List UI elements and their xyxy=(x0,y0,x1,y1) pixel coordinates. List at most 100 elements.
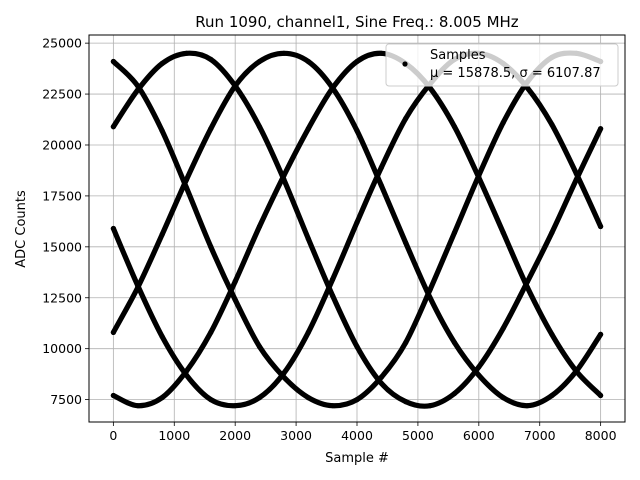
x-tick-label: 2000 xyxy=(219,428,251,443)
sample-point xyxy=(110,58,116,65)
ticks: 0 1000 2000 3000 4000 5000 6000 7000 8000 7500 100… xyxy=(42,36,616,443)
legend-stats: μ = 15878.5, σ = 6107.87 xyxy=(430,66,601,81)
sample-point xyxy=(281,50,287,56)
sample-point xyxy=(500,325,506,331)
sample-point xyxy=(281,370,287,376)
x-tick-label: 0 xyxy=(109,428,117,443)
sample-point xyxy=(256,58,263,65)
x-tick-label: 8000 xyxy=(585,428,617,443)
sample-point xyxy=(524,285,531,291)
sample-point xyxy=(524,85,531,91)
sample-point xyxy=(476,364,482,370)
sample-point xyxy=(256,344,263,350)
sample-point xyxy=(573,368,579,374)
sample-point xyxy=(183,50,190,56)
legend: Samples μ = 15878.5, σ = 6107.87 xyxy=(385,43,619,87)
sample-point xyxy=(305,236,311,242)
sample-point xyxy=(354,397,360,403)
sample-point xyxy=(110,392,116,399)
sample-point xyxy=(378,380,384,386)
sample-point xyxy=(500,395,506,401)
sample-point xyxy=(281,172,287,179)
sample-point xyxy=(232,278,238,285)
sample-point xyxy=(403,115,409,122)
sample-point xyxy=(598,223,604,230)
sample-point xyxy=(110,225,116,232)
sample-point xyxy=(427,295,433,301)
sample-point xyxy=(208,56,214,63)
x-axis-label: Sample # xyxy=(325,451,389,466)
y-tick-label: 25000 xyxy=(42,36,82,51)
legend-box xyxy=(385,43,619,87)
sample-point xyxy=(330,276,336,282)
sample-point xyxy=(135,403,141,409)
sample-point xyxy=(305,329,311,335)
sample-point xyxy=(159,395,165,401)
sample-point xyxy=(378,183,384,189)
sample-point xyxy=(427,403,433,409)
sample-point xyxy=(403,399,409,405)
sample-point xyxy=(159,128,165,134)
y-tick-label: 20000 xyxy=(42,137,82,152)
x-tick-label: 3000 xyxy=(280,428,312,443)
sample-point xyxy=(451,390,458,397)
sample-point xyxy=(451,124,458,130)
sample-point xyxy=(305,395,311,401)
sample-point xyxy=(110,124,116,130)
sample-point xyxy=(549,392,555,399)
sample-point xyxy=(500,120,506,126)
y-tick-label: 22500 xyxy=(42,87,82,102)
sample-point xyxy=(159,60,165,67)
y-tick-label: 10000 xyxy=(42,341,82,356)
sample-point xyxy=(232,297,238,303)
sample-point xyxy=(305,126,311,132)
sample-point xyxy=(354,219,360,225)
sample-point xyxy=(232,403,238,409)
sample-point xyxy=(208,397,214,403)
sample-point xyxy=(135,87,141,93)
sample-point xyxy=(183,177,190,183)
sample-point xyxy=(549,230,555,236)
sample-point xyxy=(476,175,482,181)
sample-point xyxy=(451,340,458,346)
chart-title: Run 1090, channel1, Sine Freq.: 8.005 MH… xyxy=(195,13,519,31)
sample-point xyxy=(330,293,336,299)
sample-point xyxy=(159,232,165,238)
sample-point xyxy=(573,170,579,177)
legend-label: Samples xyxy=(430,48,486,63)
sample-point xyxy=(159,333,165,340)
x-tick-label: 6000 xyxy=(463,428,495,443)
sample-point xyxy=(549,122,555,128)
sample-point xyxy=(451,230,458,236)
sample-point xyxy=(378,164,384,170)
sample-point xyxy=(330,403,336,409)
sample-point xyxy=(330,85,336,91)
x-tick-label: 4000 xyxy=(341,428,373,443)
y-tick-label: 7500 xyxy=(50,392,82,407)
sample-point xyxy=(549,331,555,337)
sample-point xyxy=(183,368,190,374)
sample-point xyxy=(354,128,360,134)
sample-point xyxy=(110,329,116,335)
sample-point xyxy=(208,126,214,132)
y-tick-label: 17500 xyxy=(42,188,82,203)
sample-point xyxy=(403,240,409,246)
sample-point xyxy=(598,392,604,399)
sample-point xyxy=(354,344,360,350)
sample-point xyxy=(232,83,238,89)
x-tick-label: 5000 xyxy=(402,428,434,443)
sample-point xyxy=(524,403,531,409)
sample-point xyxy=(256,124,263,130)
sample-point xyxy=(208,329,214,335)
sample-point xyxy=(427,85,433,91)
sample-point xyxy=(598,331,604,337)
sample-point xyxy=(208,244,214,250)
y-axis-label: ADC Counts xyxy=(14,190,29,268)
legend-marker xyxy=(402,61,408,67)
sample-point xyxy=(256,223,263,230)
sample-point xyxy=(354,58,360,65)
sample-point xyxy=(305,58,311,65)
sample-point xyxy=(378,50,384,56)
y-tick-label: 15000 xyxy=(42,239,82,254)
